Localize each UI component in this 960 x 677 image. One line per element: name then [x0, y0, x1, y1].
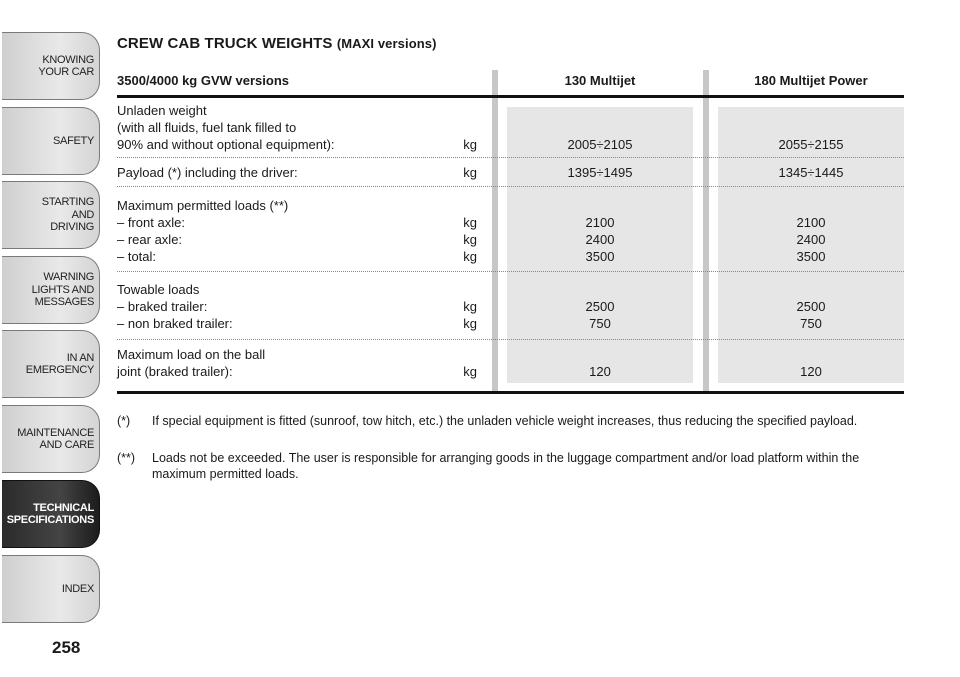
table-header-versions: 3500/4000 kg GVW versions — [117, 73, 289, 88]
title-main: CREW CAB TRUCK WEIGHTS — [117, 35, 333, 52]
row-unit: kg — [463, 364, 477, 379]
footnote-mark: (*) — [117, 414, 131, 428]
row-divider — [117, 271, 904, 272]
tab-maintenance-and-care[interactable]: MAINTENANCE AND CARE — [2, 405, 100, 473]
row-unit: kg kg — [463, 299, 477, 331]
row-label-payload: Payload (*) including the driver: — [117, 165, 298, 180]
tab-index[interactable]: INDEX — [2, 555, 100, 623]
tab-label: KNOWING YOUR CAR — [38, 53, 94, 79]
cell-130-unladen: 2005÷2105 — [567, 137, 633, 152]
tab-label: WARNING LIGHTS AND MESSAGES — [31, 271, 95, 309]
cell-180-payload: 1345÷1445 — [778, 165, 844, 180]
footnote: (**) Loads not be exceeded. The user is … — [117, 450, 907, 482]
row-unit: kg kg kg — [463, 215, 477, 264]
tab-label: SAFETY — [53, 134, 94, 147]
column-separator — [703, 70, 709, 392]
tab-warning-lights[interactable]: WARNING LIGHTS AND MESSAGES — [2, 256, 100, 324]
row-label-maximum-permitted-loads: Maximum permitted loads (**) – front axl… — [117, 198, 289, 264]
page-number: 258 — [52, 638, 81, 657]
cell-180-towable: 2500 750 — [796, 299, 826, 331]
column-separator — [492, 70, 498, 392]
tab-knowing-your-car[interactable]: KNOWING YOUR CAR — [2, 32, 100, 100]
row-label-towable-loads: Towable loads – braked trailer: – non br… — [117, 282, 233, 331]
cell-180-ball-joint: 120 — [800, 364, 822, 379]
footnote: (*) If special equipment is fitted (sunr… — [117, 413, 907, 429]
footnote-text: Loads not be exceeded. The user is respo… — [152, 451, 860, 481]
title-qualifier: (MAXI versions) — [336, 36, 437, 51]
row-divider — [117, 186, 904, 187]
row-label-unladen-weight: Unladen weight (with all fluids, fuel ta… — [117, 103, 335, 152]
table-bottom-rule — [117, 391, 904, 394]
column-180-background — [718, 107, 904, 383]
tab-safety[interactable]: SAFETY — [2, 107, 100, 175]
column-130-background — [507, 107, 693, 383]
row-unit: kg — [463, 137, 477, 152]
cell-180-max-loads: 2100 2400 3500 — [796, 215, 826, 264]
page-title: CREW CAB TRUCK WEIGHTS (MAXI versions) — [117, 35, 437, 52]
tab-in-an-emergency[interactable]: IN AN EMERGENCY — [2, 330, 100, 398]
cell-130-payload: 1395÷1495 — [567, 165, 633, 180]
row-unit: kg — [463, 165, 477, 180]
cell-180-unladen: 2055÷2155 — [778, 137, 844, 152]
tab-technical-specifications[interactable]: TECHNICAL SPECIFICATIONS — [2, 480, 100, 548]
tab-label: INDEX — [61, 582, 94, 595]
row-divider — [117, 339, 904, 340]
row-label-ball-joint-load: Maximum load on the ball joint (braked t… — [117, 347, 266, 379]
tab-label: STARTING AND DRIVING — [41, 196, 95, 234]
tab-starting-and-driving[interactable]: STARTING AND DRIVING — [2, 181, 100, 249]
tab-label: MAINTENANCE AND CARE — [17, 426, 94, 452]
table-header-130-multijet: 130 Multijet — [564, 73, 636, 88]
footnote-mark: (**) — [117, 451, 136, 465]
cell-130-ball-joint: 120 — [589, 364, 611, 379]
row-divider — [117, 157, 904, 158]
cell-130-max-loads: 2100 2400 3500 — [585, 215, 615, 264]
footnote-text: If special equipment is fitted (sunroof,… — [152, 414, 858, 428]
header-rule — [117, 95, 904, 98]
cell-130-towable: 2500 750 — [585, 299, 615, 331]
tab-label: IN AN EMERGENCY — [25, 351, 95, 377]
tab-label: TECHNICAL SPECIFICATIONS — [6, 501, 95, 527]
table-header-180-multijet-power: 180 Multijet Power — [754, 73, 868, 88]
